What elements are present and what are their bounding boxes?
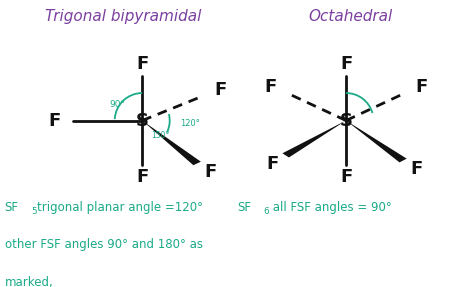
Text: S: S xyxy=(136,112,149,129)
Text: F: F xyxy=(340,55,352,73)
Text: 6: 6 xyxy=(263,207,269,216)
Polygon shape xyxy=(142,121,201,165)
Text: F: F xyxy=(415,78,428,96)
Text: F: F xyxy=(48,112,61,129)
Text: SF: SF xyxy=(237,201,251,214)
Text: S: S xyxy=(339,112,353,129)
Text: Octahedral: Octahedral xyxy=(309,9,393,24)
Text: F: F xyxy=(204,163,217,181)
Text: all FSF angles = 90°: all FSF angles = 90° xyxy=(269,201,392,214)
Text: F: F xyxy=(136,168,148,186)
Text: 90°: 90° xyxy=(109,100,126,109)
Text: 120°: 120° xyxy=(180,119,200,128)
Text: Trigonal bipyramidal: Trigonal bipyramidal xyxy=(45,9,201,24)
Polygon shape xyxy=(346,121,407,162)
Text: F: F xyxy=(266,155,279,173)
Text: 5: 5 xyxy=(31,207,36,216)
Text: other FSF angles 90° and 180° as: other FSF angles 90° and 180° as xyxy=(5,238,203,251)
Polygon shape xyxy=(283,121,346,158)
Text: F: F xyxy=(264,78,277,96)
Text: F: F xyxy=(410,160,422,178)
Text: F: F xyxy=(214,81,227,99)
Text: F: F xyxy=(340,168,352,186)
Text: marked,: marked, xyxy=(5,276,54,287)
Text: F: F xyxy=(136,55,148,73)
Text: trigonal planar angle =120°: trigonal planar angle =120° xyxy=(37,201,203,214)
Text: SF: SF xyxy=(5,201,19,214)
Text: 150°: 150° xyxy=(151,131,169,140)
